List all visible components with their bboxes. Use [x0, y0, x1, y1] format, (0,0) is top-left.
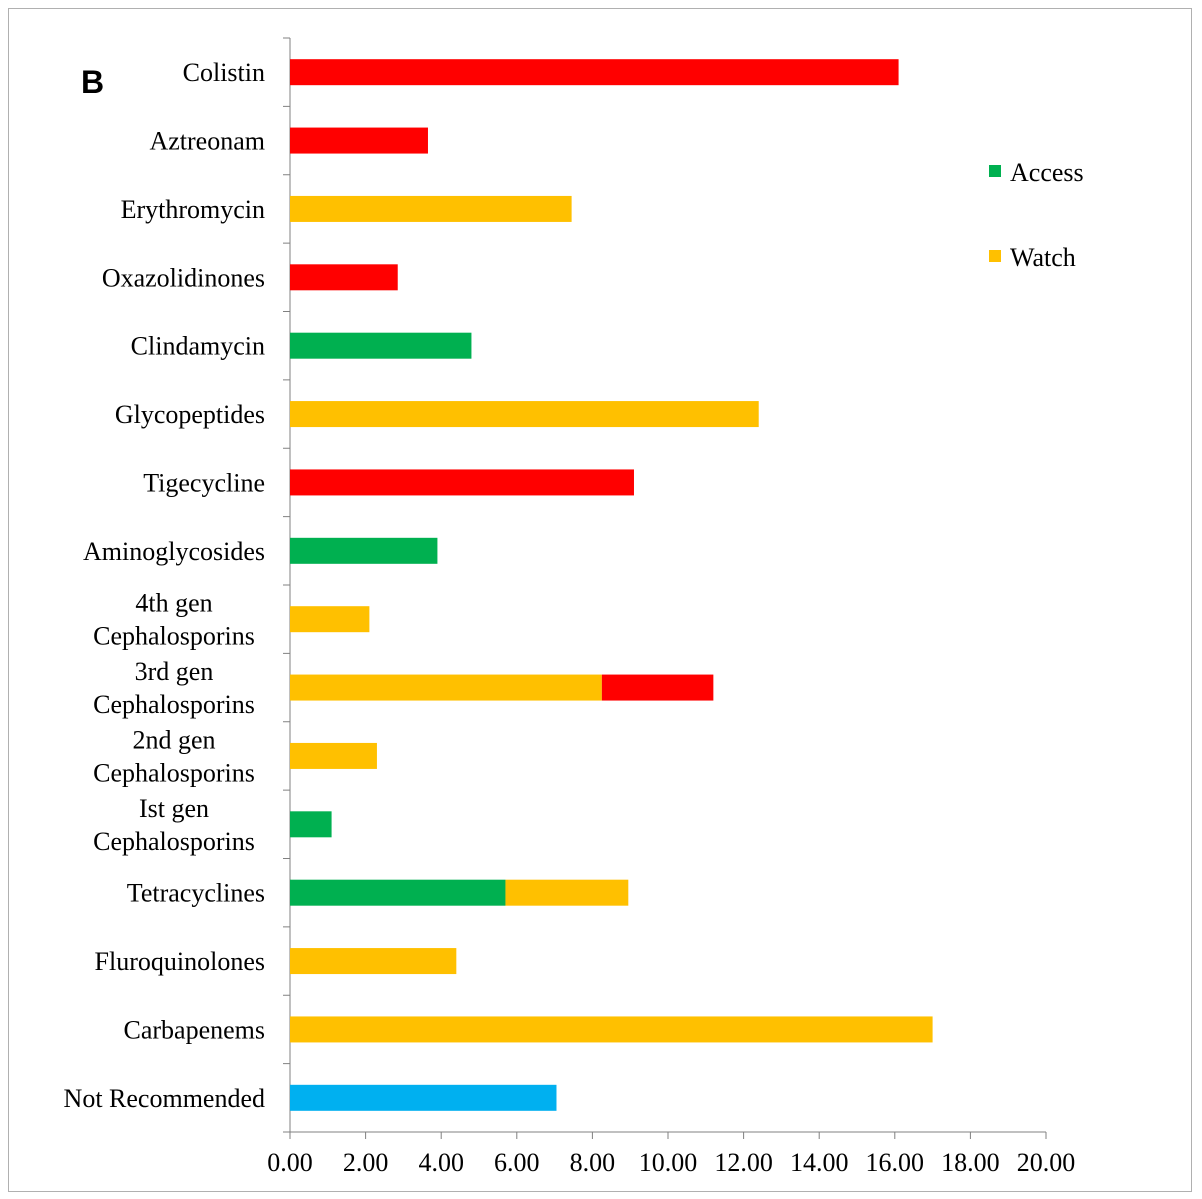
category-label: Glycopeptides: [115, 400, 265, 429]
bar-segment: [505, 879, 629, 906]
bar-chart: B Colistin Aztreonam Erythromycin Oxazolidi…: [64, 37, 1084, 1177]
category-label: 2nd gen: [132, 725, 215, 754]
category-label: Ist gen: [139, 794, 209, 823]
x-tick-label: 0.00: [267, 1148, 313, 1177]
legend: Access Watch: [989, 158, 1084, 272]
bar-segment: [290, 401, 759, 428]
x-tick-label: 12.00: [714, 1148, 773, 1177]
bar-segment: [290, 59, 899, 86]
bar-segment: [290, 537, 438, 564]
bar-segment: [290, 1084, 557, 1111]
category-label: Cephalosporins: [93, 827, 255, 856]
category-label: Not Recommended: [64, 1084, 265, 1113]
category-label: Tetracyclines: [127, 879, 265, 908]
bar-segment: [290, 195, 572, 222]
bar-segment: [290, 264, 398, 291]
x-tick-label: 18.00: [941, 1148, 1000, 1177]
category-label: 3rd gen: [135, 657, 214, 686]
legend-label: Watch: [1010, 243, 1076, 272]
bar-segment: [290, 879, 506, 906]
x-tick-label: 10.00: [639, 1148, 698, 1177]
category-label: Clindamycin: [131, 332, 265, 361]
bar-segment: [290, 469, 634, 496]
category-label: Carbapenems: [123, 1015, 265, 1044]
bar-segment: [290, 742, 377, 769]
legend-swatch: [989, 250, 1001, 262]
category-label: Cephalosporins: [93, 622, 255, 651]
category-label: Tigecycline: [143, 468, 265, 497]
category-label: Aminoglycosides: [83, 537, 265, 566]
category-labels: Colistin Aztreonam Erythromycin Oxazolidino…: [64, 58, 265, 1113]
legend-swatch: [989, 165, 1001, 177]
bar-segment: [290, 332, 472, 359]
x-tick-label: 16.00: [866, 1148, 925, 1177]
bar-segment: [290, 1016, 933, 1043]
x-tick-label: 4.00: [418, 1148, 464, 1177]
category-label: Aztreonam: [149, 127, 265, 156]
bar-segment: [290, 811, 332, 838]
category-label: Erythromycin: [121, 195, 265, 224]
chart-frame: B Colistin Aztreonam Erythromycin Oxazolidi…: [8, 8, 1192, 1192]
category-label: Cephalosporins: [93, 758, 255, 787]
category-label: Colistin: [183, 58, 265, 87]
panel-label: B: [81, 64, 104, 100]
bar-segment: [290, 674, 602, 701]
bar-segment: [601, 674, 714, 701]
x-tick-label: 2.00: [343, 1148, 389, 1177]
bar-segment: [290, 948, 457, 975]
category-label: Oxazolidinones: [102, 263, 265, 292]
x-tick-label: 6.00: [494, 1148, 540, 1177]
x-tick-label: 14.00: [790, 1148, 849, 1177]
bar-segment: [290, 606, 370, 633]
category-label: 4th gen: [135, 589, 212, 618]
x-tick-label: 20.00: [1017, 1148, 1076, 1177]
legend-label: Access: [1010, 158, 1084, 187]
category-label: Cephalosporins: [93, 690, 255, 719]
bar-segment: [290, 127, 428, 154]
bars: [290, 59, 933, 1111]
x-tick-labels: 0.00 2.00 4.00 6.00 8.00 10.00 12.00 14.00 16.00…: [267, 1148, 1075, 1177]
x-tick-label: 8.00: [570, 1148, 616, 1177]
category-label: Fluroquinolones: [95, 947, 265, 976]
